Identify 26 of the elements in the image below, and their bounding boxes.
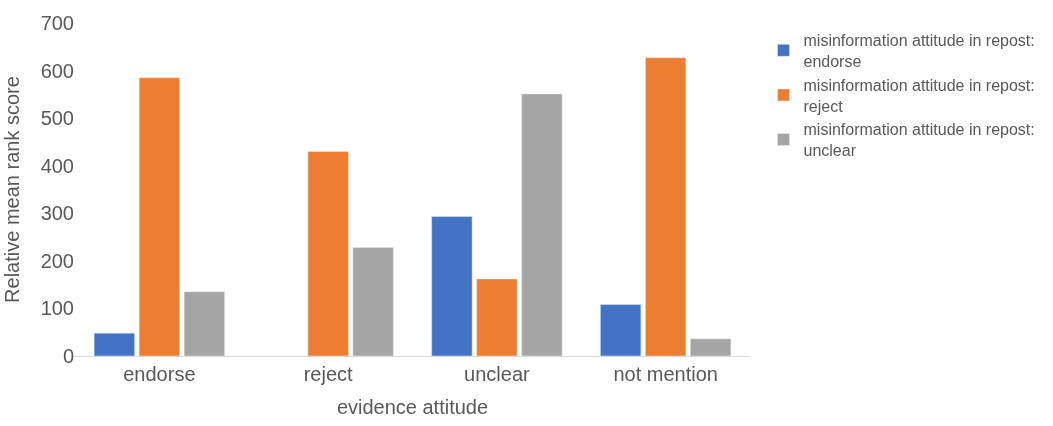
y-tick-label: 500 — [40, 107, 74, 130]
x-tick-label: not mention — [613, 363, 718, 385]
y-tick-label: 600 — [40, 59, 74, 82]
bar — [138, 77, 180, 356]
bar — [352, 247, 394, 356]
bar — [600, 304, 642, 356]
bar — [93, 332, 135, 356]
y-tick-label: 100 — [40, 297, 74, 320]
y-tick-label: 400 — [40, 154, 74, 177]
x-tick-label: reject — [303, 363, 354, 385]
y-tick-label: 300 — [40, 202, 74, 225]
x-tick-label: endorse — [123, 363, 196, 385]
bar — [183, 291, 225, 356]
x-axis-title: evidence attitude — [336, 395, 489, 418]
bar — [690, 338, 732, 356]
x-tick-label: unclear — [464, 363, 531, 385]
bar — [476, 278, 518, 356]
bar — [431, 216, 473, 356]
bar — [645, 57, 687, 356]
legend-label: misinformation attitude in repost: unclear — [803, 121, 1035, 160]
y-axis-title: Relative mean rank score — [1, 76, 24, 303]
y-tick-label: 700 — [40, 12, 74, 34]
y-tick-label: 200 — [40, 249, 74, 272]
bar — [307, 151, 349, 356]
bar — [521, 93, 563, 356]
y-tick-label: 0 — [62, 345, 74, 367]
